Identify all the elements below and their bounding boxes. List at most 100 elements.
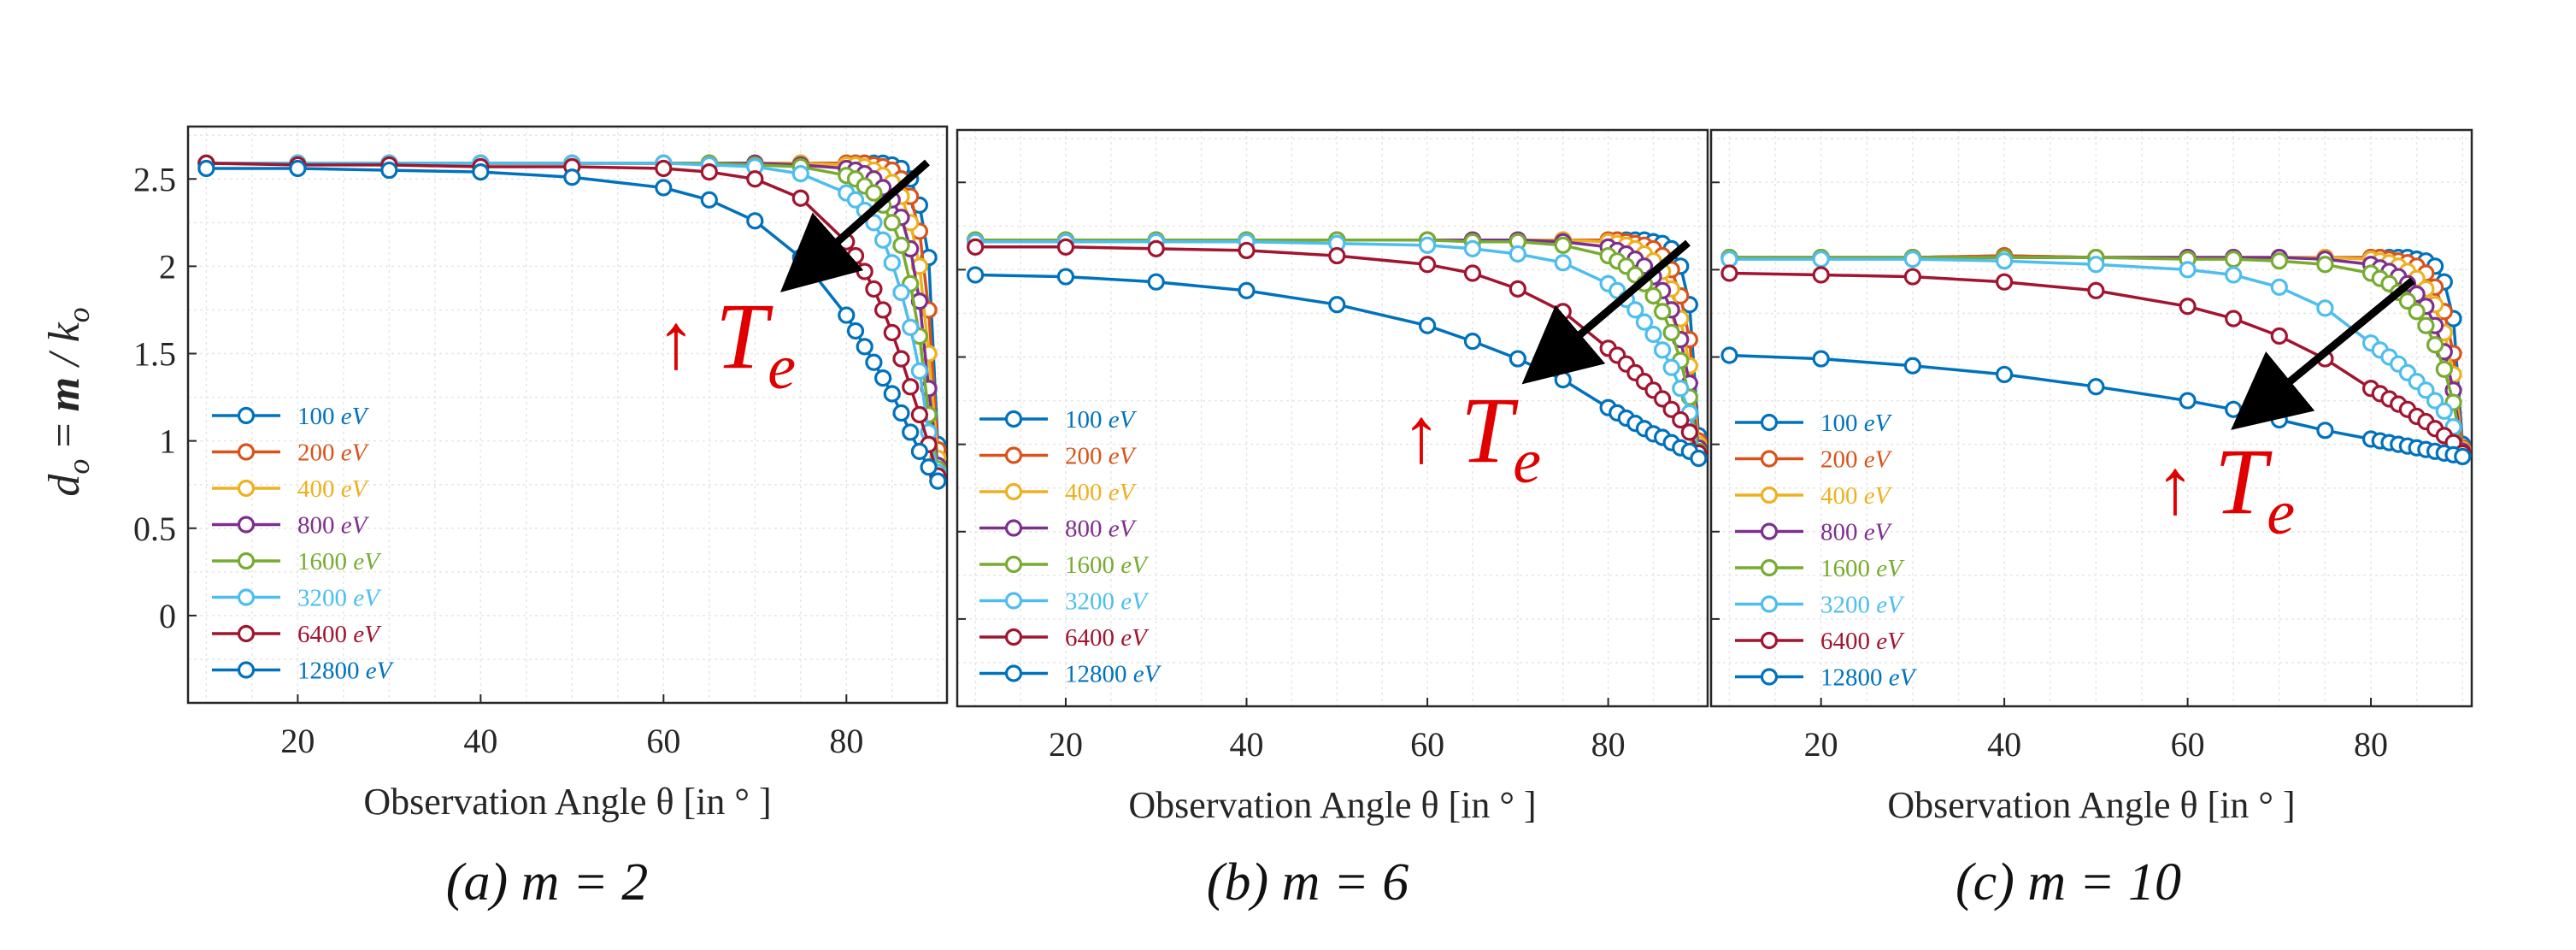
data-point — [892, 350, 910, 368]
x-axis-label: Observation Angle θ [in ° ] — [1887, 784, 2295, 826]
data-point — [2408, 303, 2426, 321]
data-point — [902, 378, 920, 396]
data-point — [838, 306, 856, 324]
legend-unit: eV — [1864, 519, 1893, 546]
x-tick-label: 40 — [1987, 725, 2021, 764]
panel-caption: (a) m = 2 — [446, 853, 648, 912]
legend-label: 3200 eV — [1820, 592, 1905, 619]
legend-unit: eV — [1109, 406, 1138, 434]
legend-marker — [237, 552, 256, 570]
data-point — [2454, 447, 2472, 466]
legend-item-100: 100 eV — [979, 406, 1138, 434]
data-point — [1654, 341, 1672, 359]
legend-unit: eV — [1876, 555, 1905, 582]
annotation-arrow-symbol: ↑ — [2155, 443, 2214, 530]
data-point — [874, 301, 892, 319]
data-point — [1672, 410, 1690, 429]
data-point — [1328, 246, 1346, 265]
data-point — [655, 159, 673, 178]
data-point — [2225, 400, 2243, 418]
data-point — [865, 280, 883, 298]
legend-item-100: 100 eV — [212, 403, 370, 430]
data-point — [1626, 301, 1644, 319]
legend-item-100: 100 eV — [1735, 410, 1893, 437]
data-point — [1554, 303, 1572, 321]
legend-value: 1600 — [1820, 555, 1876, 582]
legend-value: 800 — [1065, 516, 1109, 543]
data-point — [1644, 325, 1662, 344]
data-point — [865, 353, 883, 371]
legend-label: 12800 eV — [297, 658, 395, 685]
ylabel-sub2: o — [62, 307, 96, 322]
legend-marker — [1004, 410, 1023, 428]
data-point — [856, 338, 873, 356]
data-point — [563, 168, 581, 186]
ylabel-eq: = — [40, 411, 89, 458]
x-tick-label: 20 — [1049, 725, 1083, 764]
data-point — [1554, 236, 1572, 254]
y-axis-label: do = m / ko — [40, 307, 96, 496]
legend-label: 800 eV — [1065, 516, 1138, 543]
legend-item-12800: 12800 eV — [979, 661, 1162, 688]
data-point — [791, 249, 809, 267]
data-point — [1720, 251, 1738, 268]
x-tick-label: 60 — [1410, 725, 1444, 764]
x-tick-label: 60 — [2171, 725, 2205, 764]
data-point — [883, 214, 901, 232]
ylabel-m: m — [40, 377, 89, 411]
axes-box — [186, 125, 949, 705]
data-point — [1554, 254, 1572, 272]
legend-item-400: 400 eV — [979, 479, 1138, 506]
data-point — [910, 442, 929, 460]
legend-unit: eV — [353, 585, 382, 612]
ylabel-main: d — [40, 474, 89, 497]
legend-item-12800: 12800 eV — [212, 658, 395, 685]
data-point — [1463, 264, 1482, 282]
legend-unit: eV — [1133, 661, 1162, 688]
legend-value: 400 — [1065, 479, 1109, 506]
x-tick-label: 80 — [1591, 725, 1626, 764]
data-point — [2225, 266, 2243, 284]
panel-caption: (c) m = 10 — [1956, 853, 2181, 912]
data-point — [1662, 358, 1680, 376]
legend-label: 1600 eV — [297, 548, 382, 575]
legend-unit: eV — [341, 512, 370, 540]
legend-item-3200: 3200 eV — [212, 585, 382, 612]
legend-unit: eV — [341, 440, 370, 467]
legend-label: 400 eV — [1820, 482, 1893, 510]
data-point — [856, 263, 873, 280]
legend-marker — [1004, 482, 1023, 501]
legend-unit: eV — [341, 403, 370, 430]
series-group — [967, 231, 1708, 468]
trend-arrow — [2231, 277, 2415, 430]
data-point — [655, 179, 673, 197]
temperature-annotation: ↑ Te — [656, 284, 796, 403]
data-point — [1903, 357, 1922, 375]
legend-marker — [1004, 446, 1023, 464]
legend-label: 6400 eV — [297, 621, 382, 648]
legend-value: 6400 — [1820, 628, 1876, 655]
data-point — [2270, 410, 2288, 429]
data-point — [1509, 245, 1526, 263]
legend-unit: eV — [353, 621, 382, 648]
legend-unit: eV — [353, 548, 382, 575]
legend-label: 100 eV — [1065, 406, 1138, 434]
data-point — [1644, 286, 1662, 305]
legend-label: 400 eV — [1065, 479, 1138, 506]
data-point — [874, 231, 892, 249]
data-point — [1635, 313, 1654, 331]
data-point — [1996, 365, 2014, 384]
legend-item-6400: 6400 eV — [212, 621, 382, 648]
trend-arrow — [1521, 239, 1691, 385]
data-point — [1812, 266, 1830, 284]
legend-value: 12800 — [297, 658, 366, 685]
y-tick-label: 0 — [159, 597, 176, 635]
data-point — [2087, 281, 2105, 300]
legend-value: 1600 — [1065, 552, 1120, 579]
legend-label: 3200 eV — [297, 585, 382, 612]
x-tick-label: 40 — [463, 722, 497, 760]
data-point — [2316, 422, 2334, 440]
